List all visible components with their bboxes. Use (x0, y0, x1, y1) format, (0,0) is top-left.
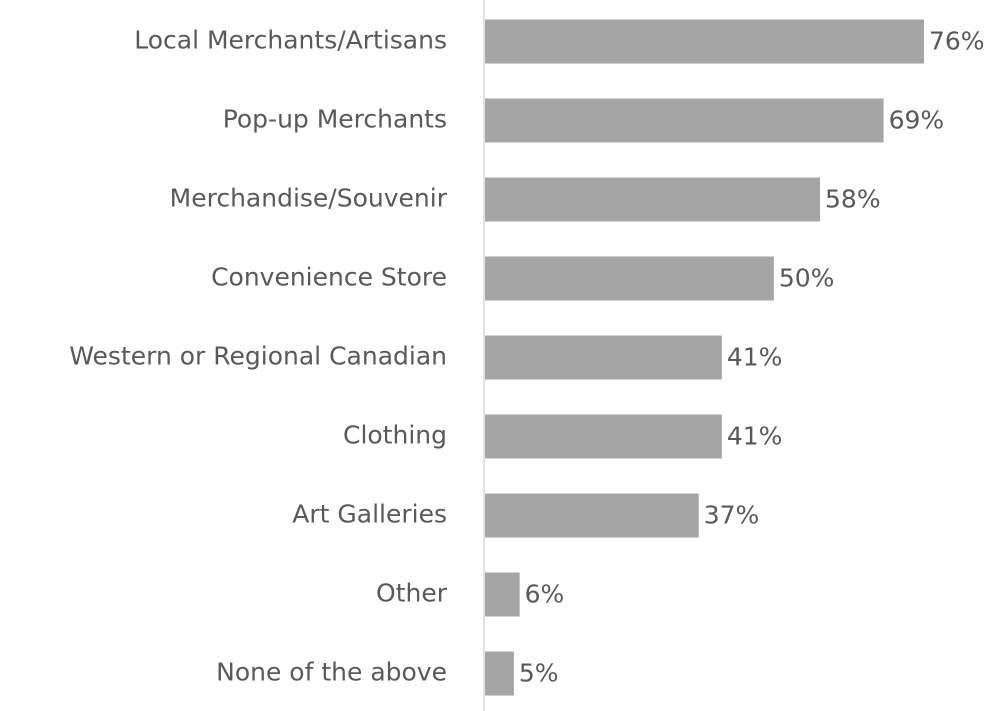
category-label: Local Merchants/Artisans (134, 26, 447, 55)
category-label: Pop-up Merchants (223, 105, 447, 134)
category-label: Merchandise/Souvenir (170, 184, 448, 213)
category-label: Convenience Store (211, 263, 447, 292)
value-label: 41% (727, 343, 783, 372)
category-label: None of the above (216, 658, 447, 687)
value-label: 41% (727, 422, 783, 451)
value-label: 69% (889, 106, 945, 135)
bar (485, 98, 884, 143)
value-label: 5% (519, 659, 559, 688)
bar (485, 414, 722, 459)
value-label: 76% (929, 27, 985, 56)
bar (485, 177, 821, 222)
bar (485, 493, 699, 538)
category-label: Art Galleries (292, 500, 447, 529)
category-label: Clothing (343, 421, 447, 450)
value-label: 50% (779, 264, 835, 293)
category-label: Western or Regional Canadian (69, 342, 447, 371)
category-label: Other (376, 579, 448, 608)
value-label: 58% (825, 185, 881, 214)
bar (485, 651, 514, 696)
bar (485, 256, 774, 301)
bar (485, 19, 924, 64)
value-label: 6% (525, 580, 565, 609)
bar (485, 335, 722, 380)
bar (485, 572, 520, 617)
value-label: 37% (704, 501, 760, 530)
